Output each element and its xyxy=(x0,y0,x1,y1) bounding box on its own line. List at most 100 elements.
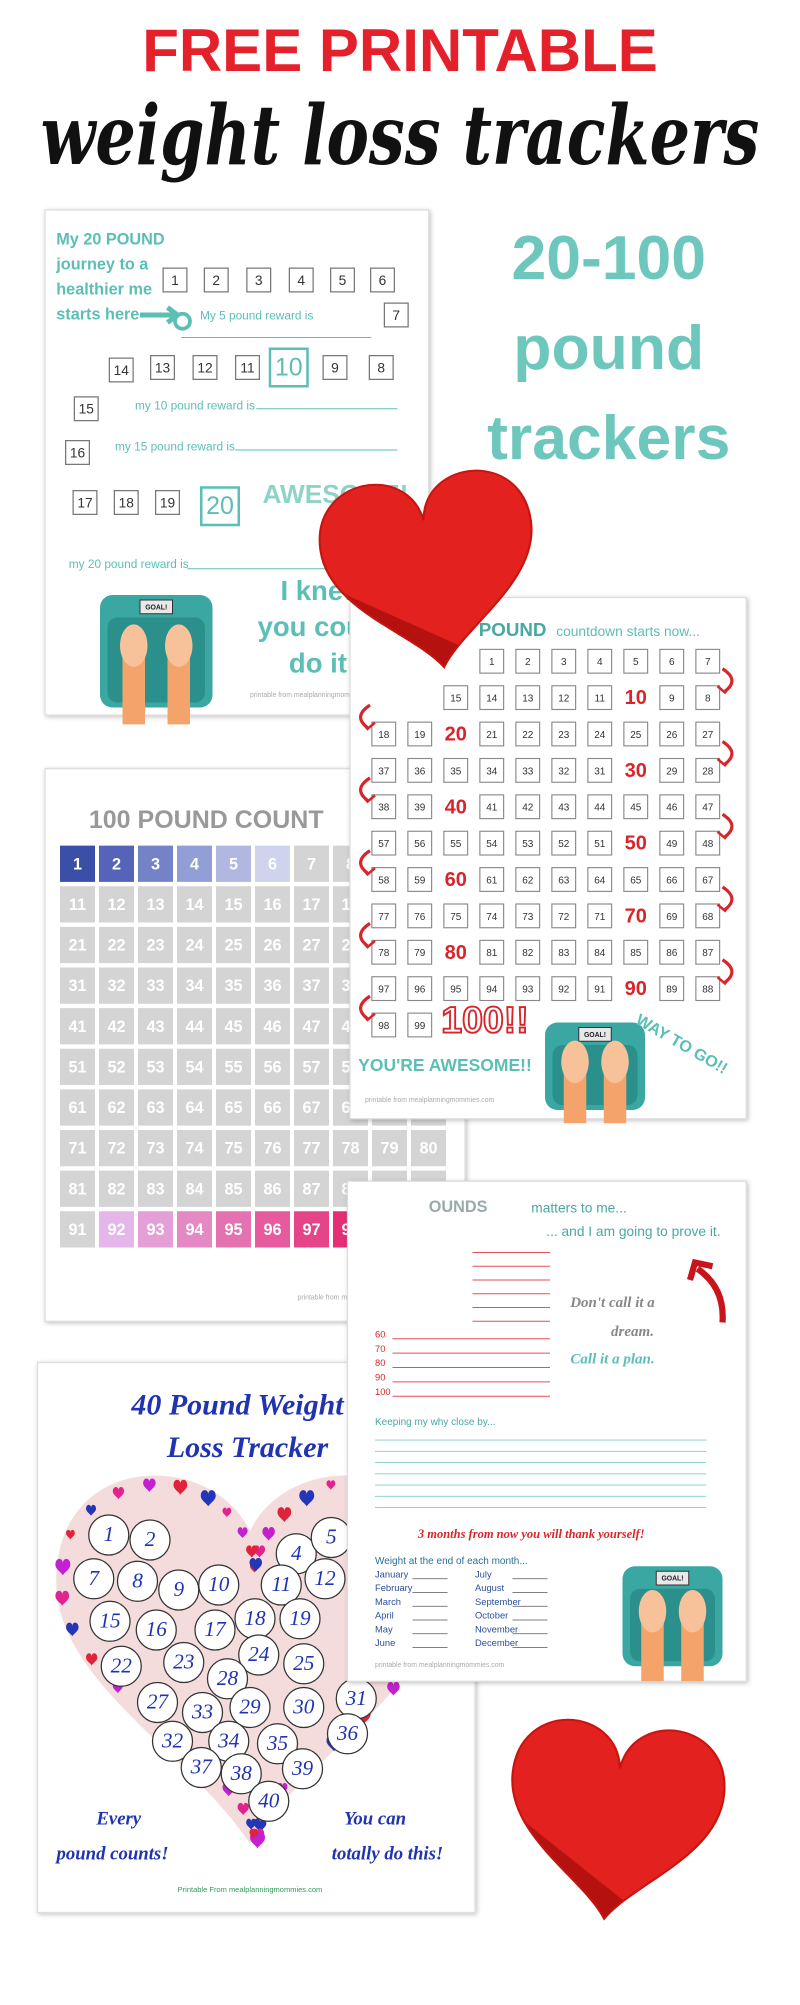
pound-circle xyxy=(198,1564,240,1606)
countdown-number: 75 xyxy=(450,912,462,923)
count-cell xyxy=(138,926,173,964)
count-number: 42 xyxy=(107,1018,125,1036)
count-cell xyxy=(216,1170,251,1207)
pound-number: 11 xyxy=(240,360,254,375)
snake-arrowhead xyxy=(360,938,376,949)
count-number: 24 xyxy=(185,937,203,955)
count-number: 32 xyxy=(107,977,125,995)
count-number: 78 xyxy=(341,1140,359,1158)
countdown-box xyxy=(515,830,541,856)
count-number: 65 xyxy=(224,1099,242,1117)
countdown-box xyxy=(695,794,721,820)
countdown-box xyxy=(587,685,613,711)
count-number: 96 xyxy=(263,1221,281,1239)
small-heart xyxy=(237,1527,248,1539)
small-heart xyxy=(173,1479,188,1495)
tracker-heading: healthier me xyxy=(56,280,152,298)
count-cell xyxy=(99,1008,134,1045)
why-label: Keeping my why close by... xyxy=(375,1417,495,1428)
scale-display xyxy=(578,1027,612,1042)
countdown-number: 49 xyxy=(666,839,678,850)
count-number: 84 xyxy=(185,1180,203,1198)
pound-circle xyxy=(129,1519,171,1561)
count-number: 93 xyxy=(146,1221,164,1239)
foot xyxy=(678,1590,707,1633)
count-cell xyxy=(177,1170,212,1207)
month-label: February xyxy=(375,1583,413,1593)
count-cell xyxy=(411,1130,446,1167)
countdown-box xyxy=(587,939,613,965)
count-number: 3 xyxy=(151,855,160,873)
countdown-number: 25 xyxy=(630,730,642,741)
small-heart xyxy=(55,1590,70,1606)
tracker40-title: Loss Tracker xyxy=(166,1431,329,1464)
snake-arrowhead xyxy=(360,793,376,804)
count-number: 83 xyxy=(146,1180,164,1198)
countdown-number: 98 xyxy=(378,1021,390,1032)
countdown-box xyxy=(659,903,685,929)
countdown-number: 81 xyxy=(486,948,498,959)
count-cell xyxy=(333,1130,368,1167)
pound-box xyxy=(192,355,218,380)
foot xyxy=(120,624,148,667)
count-number: 34 xyxy=(185,977,203,995)
count-cell xyxy=(138,1048,173,1085)
month-label: June xyxy=(375,1638,395,1648)
circle-number: 2 xyxy=(145,1527,156,1551)
circle-number: 34 xyxy=(217,1728,240,1752)
count-cell xyxy=(99,926,134,964)
count-number: 7 xyxy=(307,855,316,873)
countdown-number: 86 xyxy=(666,948,678,959)
pound-number: 4 xyxy=(297,273,305,288)
pound-circle xyxy=(326,1713,369,1755)
scale-icon xyxy=(622,1566,723,1682)
milestone-number: 90 xyxy=(625,978,647,1000)
count-cell xyxy=(255,1089,290,1126)
circle-number: 29 xyxy=(239,1695,261,1719)
countdown-number: 79 xyxy=(414,948,426,959)
count-cell xyxy=(294,1048,329,1085)
countdown-box xyxy=(587,830,613,856)
countdown-number: 85 xyxy=(630,948,642,959)
pound-number: 7 xyxy=(392,308,400,323)
countdown-box xyxy=(695,939,721,965)
count-cell xyxy=(255,1130,290,1167)
count-number: 66 xyxy=(263,1099,281,1117)
pound-number: 6 xyxy=(379,273,387,288)
scale-icon xyxy=(100,595,213,725)
count-cell xyxy=(177,886,212,923)
count-number: 72 xyxy=(107,1140,125,1158)
count-number: 97 xyxy=(302,1221,320,1239)
count-number: 35 xyxy=(224,977,242,995)
countdown-number: 19 xyxy=(414,730,426,741)
foot xyxy=(601,1040,629,1084)
countdown-box xyxy=(407,1012,433,1038)
card-footer: printable from mealplanningmommies.com xyxy=(250,692,380,699)
count-number: 56 xyxy=(263,1058,281,1076)
count-number: 11 xyxy=(69,896,86,914)
snake-arrowhead xyxy=(716,684,733,695)
countdown-box xyxy=(659,976,685,1002)
leg xyxy=(681,1621,704,1682)
countdown-number: 69 xyxy=(666,912,678,923)
countdown-number: 36 xyxy=(414,766,426,777)
circle-number: 4 xyxy=(291,1541,302,1565)
milestone-box xyxy=(268,347,309,388)
finish-text: 100!! xyxy=(441,998,529,1040)
countdown-box xyxy=(371,867,397,892)
countdown-box xyxy=(659,794,685,820)
countdown-box xyxy=(623,721,649,747)
countdown-box xyxy=(479,648,505,674)
countdown-box xyxy=(515,976,541,1002)
count-cell xyxy=(177,1211,212,1248)
snake-arrowhead xyxy=(360,866,376,877)
countdown-box xyxy=(551,830,577,856)
up-arrow xyxy=(686,1258,726,1323)
circle-number: 22 xyxy=(111,1653,133,1677)
snake-arrowhead xyxy=(716,756,733,768)
count-number: 74 xyxy=(185,1140,203,1158)
card-footer: Printable From mealplanningmommies.com xyxy=(178,1885,323,1894)
countdown-box xyxy=(443,685,469,711)
pound-number: 15 xyxy=(79,402,95,417)
count-number: 52 xyxy=(107,1058,125,1076)
